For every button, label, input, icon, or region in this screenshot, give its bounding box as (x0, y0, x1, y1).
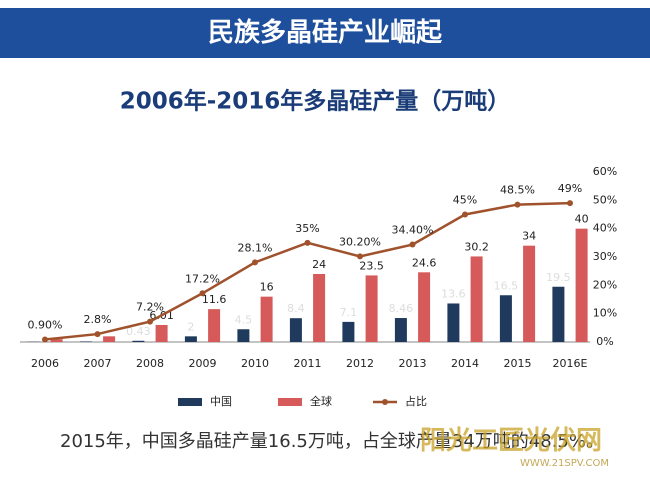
bar (289, 318, 302, 342)
value-label: 0.43 (126, 325, 151, 338)
value-label: 24.6 (412, 256, 437, 269)
bar (79, 341, 92, 342)
value-label: 23.5 (359, 259, 384, 272)
bar (50, 339, 63, 342)
bar (575, 228, 588, 342)
share-label: 2.8% (84, 313, 112, 326)
share-label: 30.20% (339, 235, 381, 248)
x-tick-label: 2014 (451, 357, 479, 370)
share-point (514, 201, 521, 208)
legend-label: 中国 (210, 395, 232, 408)
value-label: 8.46 (389, 302, 414, 315)
legend-dot (382, 399, 388, 405)
legend-swatch (278, 398, 302, 406)
share-label: 49% (558, 182, 582, 195)
share-point (409, 241, 416, 248)
value-label: 7.1 (340, 306, 358, 319)
value-label: 8.4 (287, 302, 305, 315)
footer-text: 2015年，中国多晶硅产量16.5万吨，占全球产量34万吨的48.5%。 (60, 431, 604, 452)
y2-tick-label: 20% (593, 278, 617, 291)
x-tick-label: 2006 (31, 357, 59, 370)
bar (552, 286, 565, 342)
x-tick-label: 2007 (84, 357, 112, 370)
value-label: 40 (575, 213, 589, 226)
bar (365, 275, 378, 342)
share-label: 17.2% (185, 272, 220, 285)
share-label: 34.40% (392, 224, 434, 237)
x-tick-label: 2008 (136, 357, 164, 370)
share-point (304, 239, 311, 246)
bar (237, 329, 250, 342)
share-label: 0.90% (28, 318, 63, 331)
bar (184, 336, 197, 342)
bar (103, 336, 116, 342)
bar (470, 256, 483, 342)
bar (499, 295, 512, 342)
share-point (252, 259, 258, 266)
value-label: 16 (260, 281, 274, 294)
share-point (462, 211, 468, 218)
share-point (199, 290, 206, 297)
share-label: 48.5% (500, 184, 535, 197)
x-tick-label: 2016E (553, 357, 588, 370)
y2-tick-label: 0% (596, 335, 613, 348)
bar (260, 296, 273, 342)
x-tick-label: 2009 (189, 357, 217, 370)
share-point (42, 336, 48, 343)
x-tick-label: 2015 (504, 357, 532, 370)
watermark: 阳光工匠光伏网 (420, 426, 603, 456)
watermark-url: WWW.21SPV.COM (520, 458, 610, 469)
value-label: 19.5 (546, 271, 571, 284)
share-point (567, 200, 573, 207)
bar (313, 274, 326, 342)
value-label: 24 (312, 258, 326, 271)
x-tick-label: 2010 (241, 357, 269, 370)
bar (447, 303, 460, 342)
share-label: 28.1% (238, 241, 273, 254)
share-point (147, 318, 153, 325)
value-label: 11.6 (202, 293, 227, 306)
share-label: 7.2% (136, 301, 164, 314)
share-label: 35% (295, 222, 319, 235)
x-tick-label: 2012 (346, 357, 374, 370)
bar (208, 309, 221, 342)
legend-label: 占比 (405, 394, 427, 408)
bar (132, 340, 145, 342)
y2-tick-label: 40% (593, 222, 617, 235)
y2-tick-label: 10% (593, 307, 617, 320)
legend-label: 全球 (310, 394, 332, 408)
bar (523, 245, 536, 342)
value-label: 30.2 (464, 240, 489, 253)
share-label: 45% (453, 194, 477, 207)
banner-title: 民族多晶硅产业崛起 (0, 8, 650, 58)
y2-tick-label: 50% (593, 193, 617, 206)
legend-swatch (178, 398, 202, 406)
value-label: 4.5 (235, 313, 253, 326)
x-tick-label: 2011 (294, 357, 322, 370)
value-label: 34 (522, 230, 536, 243)
y2-tick-label: 30% (593, 250, 617, 263)
value-label: 13.6 (441, 287, 466, 300)
x-tick-label: 2013 (399, 357, 427, 370)
y2-tick-label: 60% (593, 165, 617, 178)
bar (394, 318, 407, 342)
bar (342, 321, 355, 342)
bar (418, 272, 431, 342)
share-point (357, 253, 363, 260)
value-label: 2 (187, 320, 194, 333)
value-label: 16.5 (494, 279, 519, 292)
chart-title: 2006年-2016年多晶硅产量（万吨） (120, 88, 511, 115)
share-point (94, 331, 101, 338)
bar (155, 324, 168, 342)
